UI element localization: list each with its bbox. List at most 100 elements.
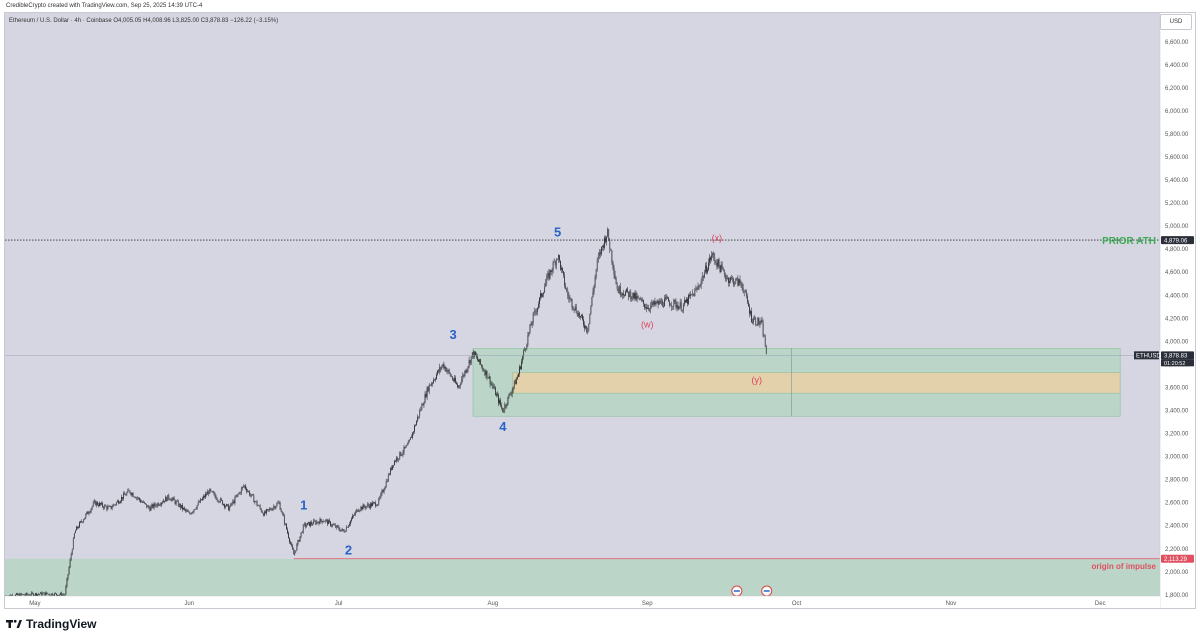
candle xyxy=(249,490,250,497)
candle xyxy=(278,500,280,505)
candle xyxy=(306,523,307,528)
candle xyxy=(275,505,277,510)
candle xyxy=(689,292,690,299)
candle-body xyxy=(506,404,508,407)
candle xyxy=(548,269,550,281)
candle-body xyxy=(367,504,369,506)
candle xyxy=(762,319,764,338)
candle xyxy=(424,391,426,404)
candle xyxy=(115,501,117,506)
candle-body xyxy=(278,502,280,504)
candle xyxy=(605,235,606,244)
candle-body xyxy=(186,510,187,512)
candle-body xyxy=(155,505,157,507)
candle-body xyxy=(309,522,310,527)
candle-body xyxy=(201,499,202,501)
candle-body xyxy=(84,517,86,520)
candle-body xyxy=(407,442,409,445)
candle xyxy=(737,275,739,287)
candle-body xyxy=(519,366,520,374)
candle-body xyxy=(69,559,71,568)
y-tick-label: 5,000.00 xyxy=(1165,224,1189,230)
candle-body xyxy=(586,326,588,332)
candle xyxy=(434,378,435,381)
x-tick-label: Nov xyxy=(946,601,957,607)
candle-body xyxy=(445,367,447,372)
candle-body xyxy=(533,311,535,314)
candle-body xyxy=(470,356,472,364)
candle xyxy=(274,505,276,510)
candle xyxy=(73,532,75,539)
candle-body xyxy=(612,261,614,268)
candle-body xyxy=(544,287,546,293)
candle-body xyxy=(100,503,101,505)
candle xyxy=(446,367,448,375)
candle xyxy=(461,375,463,385)
candle-body xyxy=(430,383,432,386)
currency-button[interactable]: USD xyxy=(1160,14,1192,30)
candle-body xyxy=(611,250,613,262)
candle-body xyxy=(514,380,516,385)
event-flag-icon[interactable] xyxy=(761,585,773,597)
candle-body xyxy=(763,335,765,337)
candle xyxy=(66,577,68,588)
candle-body xyxy=(466,369,468,373)
candle xyxy=(582,313,583,321)
price-chart[interactable]: Ethereum / U.S. Dollar · 4h · Coinbase O… xyxy=(5,13,1195,608)
candle xyxy=(345,525,347,532)
candle xyxy=(385,478,387,488)
candle-body xyxy=(503,410,505,412)
candle-body xyxy=(77,526,78,529)
candle xyxy=(637,295,639,299)
candle xyxy=(23,594,25,596)
candle xyxy=(285,522,286,526)
price-axis[interactable] xyxy=(1160,13,1195,608)
candle xyxy=(713,251,715,261)
candle xyxy=(92,500,94,508)
origin-price-tag-box xyxy=(1161,554,1194,563)
candle-body xyxy=(273,506,275,509)
candle xyxy=(181,505,182,509)
candle xyxy=(629,290,631,298)
candle-body xyxy=(159,504,160,506)
candle xyxy=(160,502,161,507)
candle xyxy=(480,358,481,366)
chart-frame[interactable]: Ethereum / U.S. Dollar · 4h · Coinbase O… xyxy=(4,12,1196,609)
candle-body xyxy=(63,594,65,596)
candle xyxy=(154,502,156,508)
candle xyxy=(708,258,709,272)
candle-body xyxy=(141,501,142,503)
candle-body xyxy=(432,382,433,384)
candle xyxy=(456,381,457,385)
candle-body xyxy=(205,493,206,498)
candle-body xyxy=(374,502,375,504)
candle-body xyxy=(19,594,21,597)
candle xyxy=(623,289,624,299)
time-axis[interactable] xyxy=(5,596,1160,608)
candle-body xyxy=(710,257,711,260)
event-flag-icon[interactable] xyxy=(731,585,743,597)
candle xyxy=(150,504,152,511)
candle xyxy=(144,501,145,505)
candle-body xyxy=(68,567,70,575)
candle-body xyxy=(253,495,255,503)
candle xyxy=(293,547,295,555)
candle-body xyxy=(36,593,37,597)
candle-body xyxy=(268,509,269,510)
candle xyxy=(321,520,323,525)
candle xyxy=(617,286,619,294)
prior-ath-price-tag: 4,879.06 xyxy=(1161,236,1194,244)
candle xyxy=(140,498,141,504)
candle xyxy=(741,281,743,291)
candle xyxy=(564,272,565,289)
candle xyxy=(189,511,191,515)
candle-body xyxy=(579,312,580,318)
candle-body xyxy=(300,532,302,537)
candle xyxy=(414,424,415,434)
candle-body xyxy=(555,259,557,266)
candle xyxy=(546,273,548,286)
candle-body xyxy=(270,508,271,510)
candle xyxy=(613,264,615,279)
candle xyxy=(109,505,111,507)
candle xyxy=(338,525,340,531)
